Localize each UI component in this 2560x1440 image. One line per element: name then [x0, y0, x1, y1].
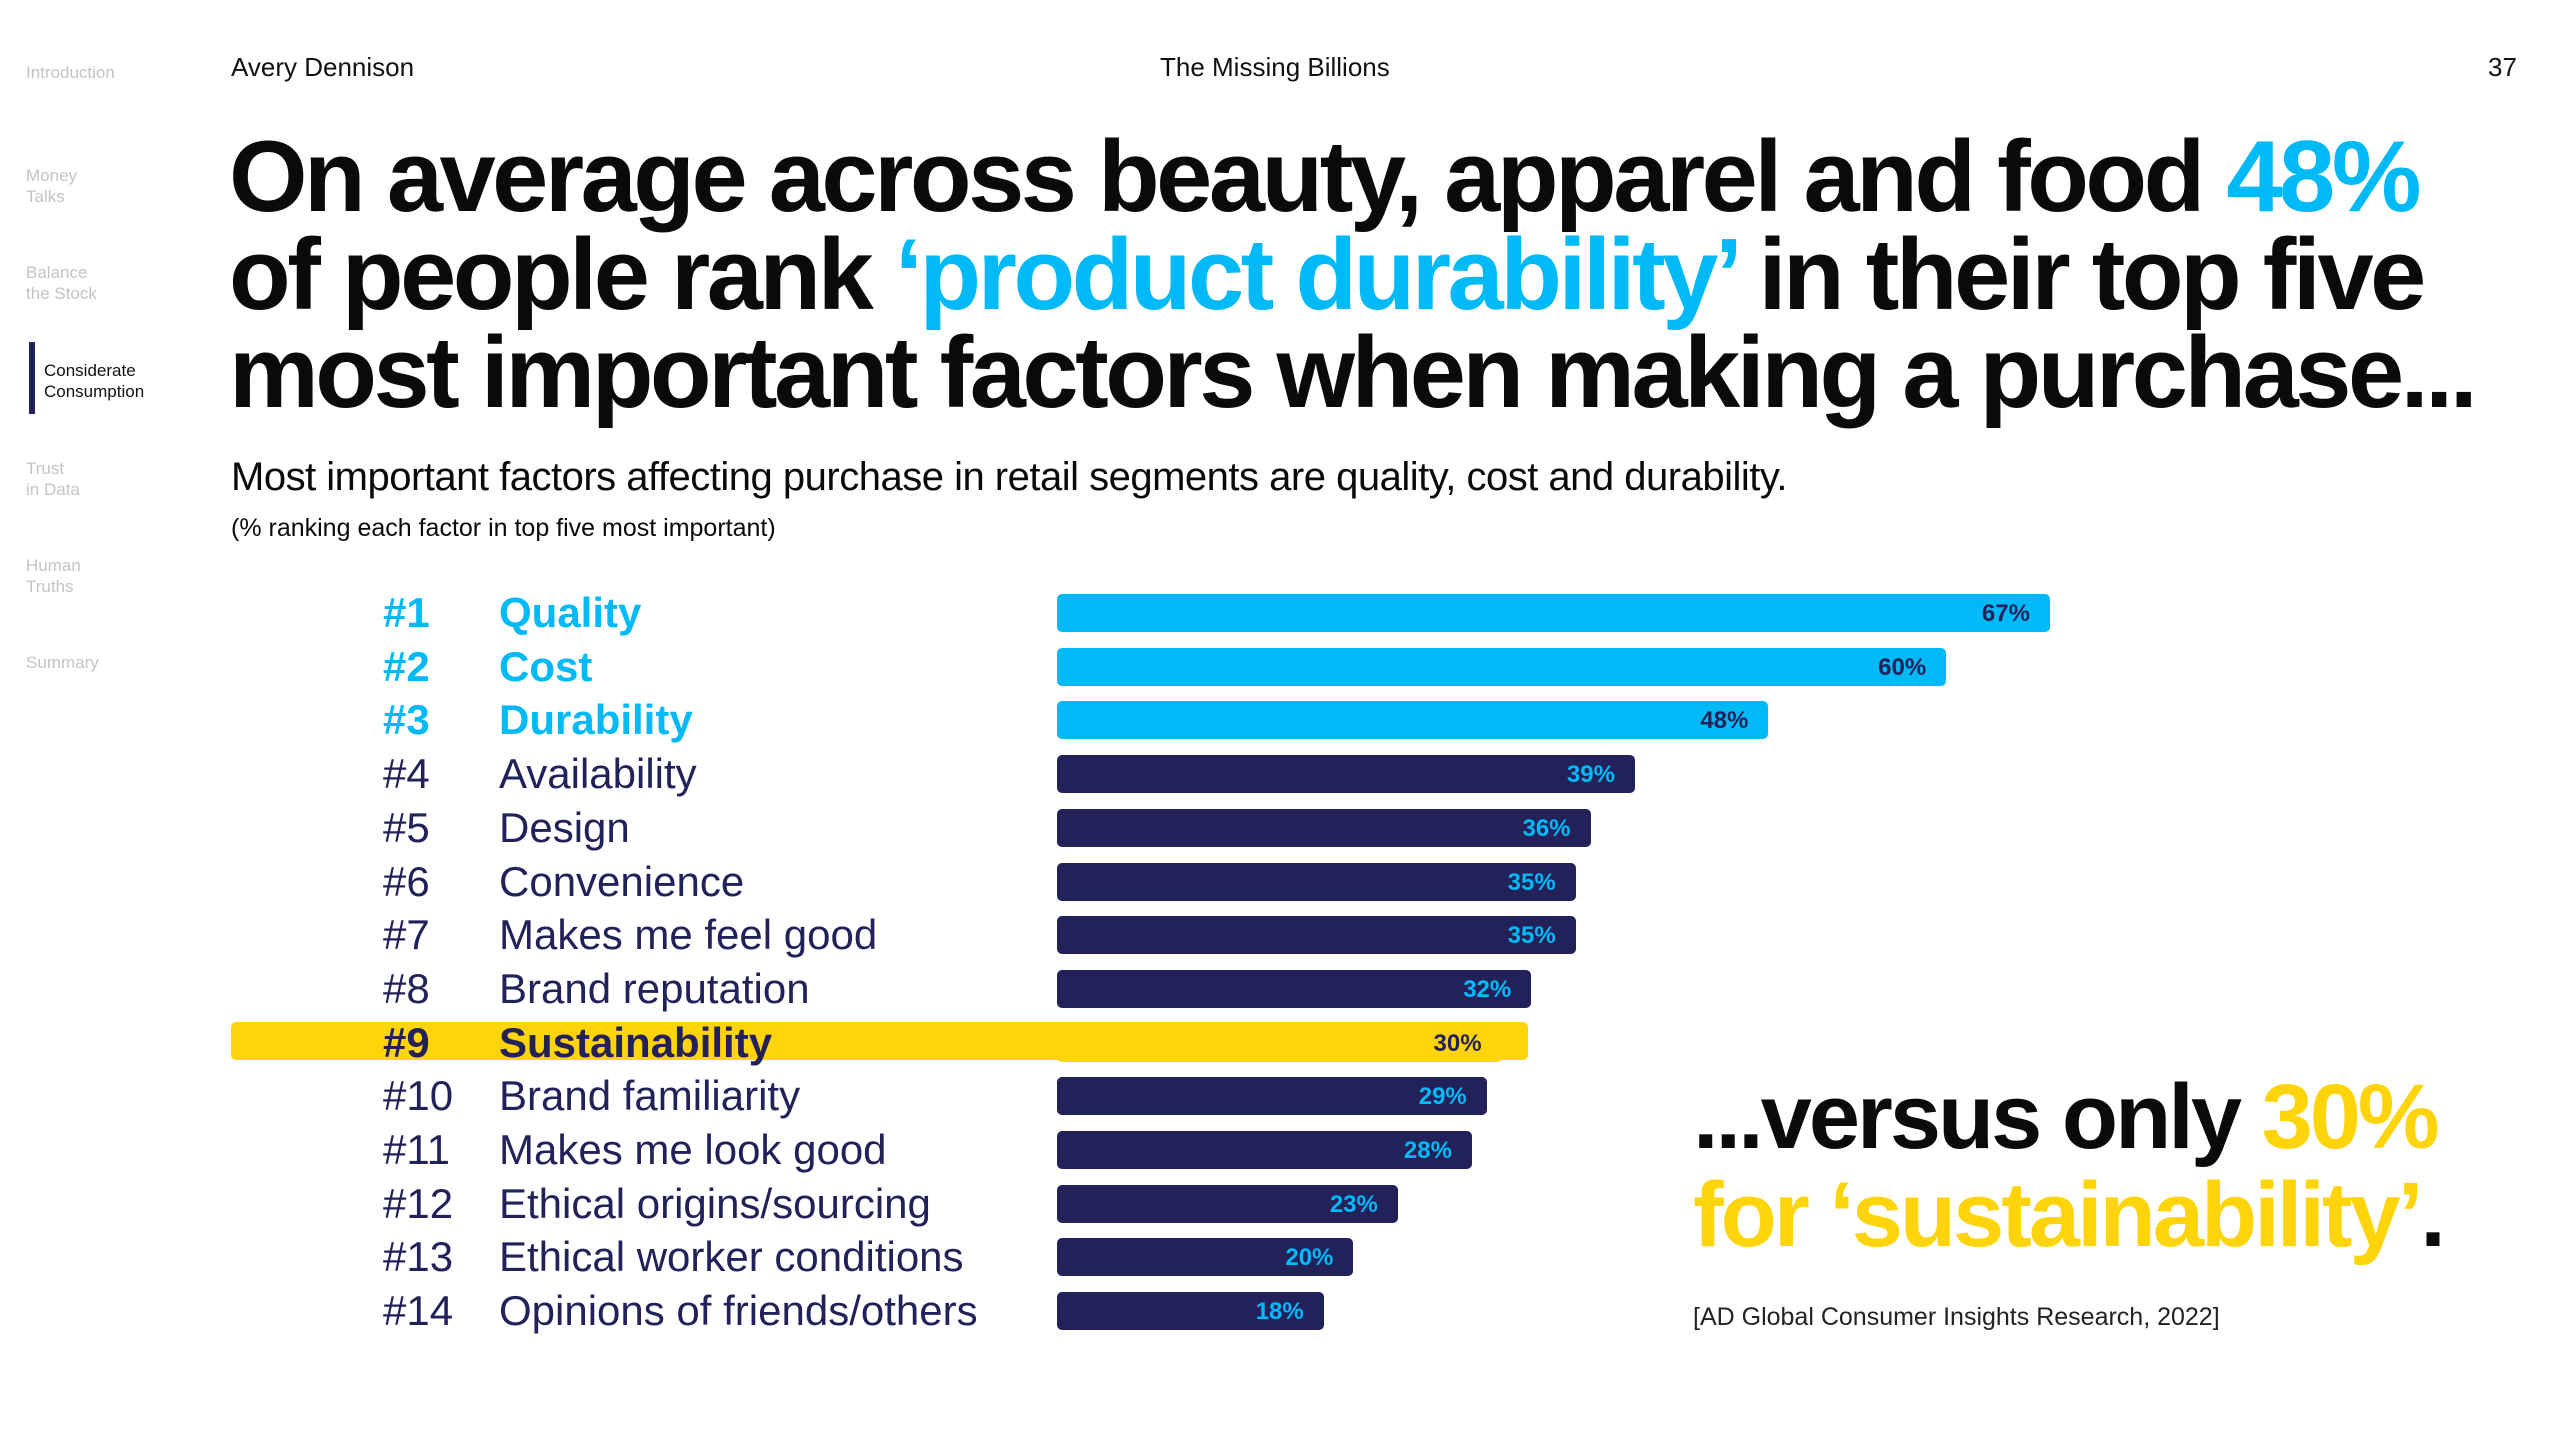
bar: 20% — [1057, 1238, 1354, 1277]
bar: 28% — [1057, 1131, 1472, 1169]
category-label: Opinions of friends/others — [499, 1287, 978, 1335]
data-label: 30% — [1433, 1029, 1482, 1057]
bar: 67% — [1057, 594, 2050, 632]
category-label: Brand familiarity — [499, 1072, 801, 1120]
report-title: The Missing Billions — [1160, 52, 1390, 82]
page-number: 37 — [2488, 52, 2517, 82]
category-label: Makes me look good — [499, 1126, 887, 1173]
nav-item-introduction[interactable]: Introduction — [26, 63, 115, 82]
rank-label: #6 — [383, 857, 430, 905]
data-label: 18% — [1255, 1298, 1304, 1326]
headline-text: of people rank — [229, 219, 895, 331]
category-label: Makes me feel good — [499, 911, 878, 959]
bar: 29% — [1057, 1077, 1487, 1116]
bar: 23% — [1057, 1184, 1398, 1223]
data-label: 36% — [1522, 814, 1571, 842]
data-label: 29% — [1418, 1083, 1467, 1111]
chart-note: (% ranking each factor in top five most … — [231, 514, 776, 542]
bar: 60% — [1057, 647, 1947, 686]
callout-highlight: for ‘sustainability’ — [1693, 1164, 2423, 1266]
rank-label: #9 — [383, 1018, 430, 1066]
citation: [AD Global Consumer Insights Research, 2… — [1693, 1303, 2220, 1331]
nav-item-money-talks[interactable]: Money Talks — [26, 166, 78, 206]
nav-item-trust-in-data[interactable]: Trust in Data — [26, 459, 80, 499]
rank-label: #12 — [383, 1179, 454, 1227]
category-label: Durability — [499, 696, 693, 744]
data-label: 35% — [1507, 922, 1556, 950]
headline-text: On average across beauty, apparel and fo… — [229, 121, 2227, 233]
category-label: Quality — [499, 589, 642, 636]
bar: 18% — [1057, 1292, 1324, 1331]
headline-highlight: ‘product durability’ — [894, 219, 1738, 331]
bar: 39% — [1057, 755, 1635, 794]
category-label: Convenience — [499, 857, 745, 905]
headline: On average across beauty, apparel and fo… — [229, 127, 2478, 429]
category-label: Cost — [499, 642, 593, 690]
rank-label: #11 — [383, 1126, 450, 1173]
bar: 35% — [1057, 862, 1576, 901]
bar: 36% — [1057, 808, 1591, 847]
category-label: Brand reputation — [499, 964, 810, 1012]
subtitle: Most important factors affecting purchas… — [231, 455, 1788, 499]
rank-label: #13 — [383, 1233, 454, 1281]
bar: 35% — [1057, 916, 1576, 955]
headline-highlight: 48% — [2226, 121, 2421, 233]
callout-text: . — [2420, 1164, 2446, 1266]
data-label: 39% — [1566, 761, 1615, 789]
rank-label: #8 — [383, 964, 430, 1012]
rank-label: #14 — [383, 1287, 454, 1335]
bar: 30% — [1057, 1023, 1502, 1062]
category-label: Availability — [499, 750, 697, 798]
category-label: Ethical origins/sourcing — [499, 1179, 931, 1227]
bar: 48% — [1057, 701, 1769, 740]
category-label: Sustainability — [499, 1018, 773, 1066]
callout: ...versus only 30% for ‘sustainability’. — [1693, 1066, 2446, 1266]
callout-highlight: 30% — [2261, 1066, 2440, 1168]
bar: 32% — [1057, 969, 1532, 1008]
category-label: Ethical worker conditions — [499, 1233, 964, 1281]
rank-label: #2 — [383, 642, 430, 690]
data-label: 67% — [1981, 600, 2030, 627]
nav-item-summary[interactable]: Summary — [26, 653, 99, 672]
nav-item-balance-the-stock[interactable]: Balance the Stock — [26, 263, 97, 303]
nav-item-considerate-consumption[interactable]: Considerate Consumption — [44, 361, 145, 401]
data-label: 60% — [1878, 653, 1927, 681]
data-label: 35% — [1507, 868, 1556, 896]
brand-name: Avery Dennison — [231, 52, 415, 82]
active-section-indicator — [29, 342, 35, 414]
category-label: Design — [499, 803, 630, 851]
callout-text: ...versus only — [1693, 1066, 2262, 1168]
nav-item-human-truths[interactable]: Human Truths — [26, 556, 81, 596]
headline-text: most important factors when making a pur… — [229, 317, 2478, 429]
headline-text: in their top five — [1733, 219, 2426, 331]
data-label: 48% — [1700, 707, 1749, 735]
data-label: 28% — [1403, 1137, 1452, 1164]
rank-label: #7 — [383, 911, 430, 959]
rank-label: #1 — [383, 589, 430, 636]
data-label: 20% — [1285, 1244, 1334, 1272]
rank-label: #4 — [383, 750, 430, 798]
rank-label: #3 — [383, 696, 430, 744]
data-label: 23% — [1329, 1190, 1378, 1218]
rank-label: #10 — [383, 1072, 454, 1120]
data-label: 32% — [1463, 975, 1512, 1003]
rank-label: #5 — [383, 803, 430, 851]
